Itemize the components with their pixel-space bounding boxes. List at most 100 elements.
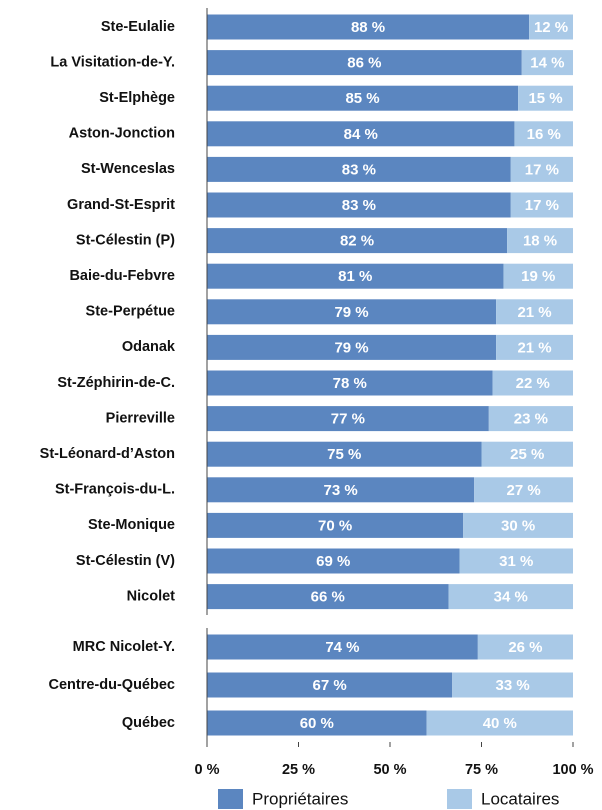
value-label: 19 % [521, 268, 555, 285]
value-label: 83 % [342, 197, 376, 214]
bar-segment [477, 634, 573, 660]
value-label: 15 % [528, 90, 562, 107]
bar-segment [521, 50, 573, 76]
bar-segment [207, 370, 493, 396]
legend-swatch [218, 789, 243, 809]
bar-segment [492, 370, 573, 396]
value-label: 77 % [331, 411, 365, 428]
category-label: Aston-Jonction [69, 126, 175, 142]
category-label: St-Léonard-d’Aston [40, 446, 175, 462]
legend-swatch [447, 789, 472, 809]
value-label: 67 % [313, 677, 347, 694]
value-label: 73 % [323, 482, 357, 499]
value-label: 34 % [494, 589, 528, 606]
category-label: Grand-St-Esprit [67, 197, 175, 213]
bar-segment [474, 477, 573, 503]
value-label: 75 % [327, 446, 361, 463]
value-label: 81 % [338, 268, 372, 285]
value-label: 74 % [325, 639, 359, 656]
category-label: Ste-Eulalie [101, 19, 175, 35]
bar-segment [207, 512, 464, 538]
category-label: St-François-du-L. [55, 482, 175, 498]
value-label: 60 % [300, 715, 334, 732]
category-label: La Visitation-de-Y. [50, 54, 175, 70]
value-label: 27 % [506, 482, 540, 499]
bar-segment [207, 263, 504, 289]
bar-segment [207, 121, 515, 147]
bar-segment [529, 14, 573, 40]
bar-segment [207, 14, 530, 40]
value-label: 83 % [342, 161, 376, 178]
value-label: 40 % [483, 715, 517, 732]
value-label: 23 % [514, 411, 548, 428]
value-label: 26 % [508, 639, 542, 656]
legend-label: Locataires [481, 789, 559, 808]
bar-segment [510, 192, 573, 218]
value-label: 33 % [496, 677, 530, 694]
bar-segment [207, 50, 522, 76]
bar-segment [503, 263, 573, 289]
bar-segment [514, 121, 573, 147]
x-tick-label: 100 % [552, 762, 593, 778]
bar-segment [207, 406, 489, 432]
bar-segment [459, 548, 573, 574]
value-label: 12 % [534, 19, 568, 36]
value-label: 21 % [517, 339, 551, 356]
category-label: Centre-du-Québec [49, 677, 176, 693]
value-label: 16 % [527, 126, 561, 143]
value-label: 88 % [351, 19, 385, 36]
bar-segment [481, 441, 573, 467]
category-label: St-Célestin (P) [76, 232, 175, 248]
value-label: 84 % [344, 126, 378, 143]
bar-segment [510, 156, 573, 182]
value-label: 79 % [334, 339, 368, 356]
x-tick-label: 50 % [373, 762, 406, 778]
category-label: Baie-du-Febvre [69, 268, 175, 284]
bar-segment [463, 512, 573, 538]
bar-segment [207, 334, 497, 360]
bar-segment [207, 548, 460, 574]
bar-segment [207, 192, 511, 218]
value-label: 14 % [530, 55, 564, 72]
value-label: 70 % [318, 517, 352, 534]
bar-segment [518, 85, 573, 111]
value-label: 31 % [499, 553, 533, 570]
bar-segment [207, 584, 449, 610]
value-label: 82 % [340, 233, 374, 250]
category-label: St-Elphège [99, 90, 175, 106]
bar-segment [207, 228, 508, 254]
value-label: 78 % [333, 375, 367, 392]
bar-segment [207, 299, 497, 325]
category-label: St-Zéphirin-de-C. [57, 375, 175, 391]
bar-segment [507, 228, 573, 254]
category-label: Nicolet [127, 588, 176, 604]
value-label: 30 % [501, 517, 535, 534]
x-tick-label: 25 % [282, 762, 315, 778]
category-label: Québec [122, 715, 175, 731]
value-label: 22 % [516, 375, 550, 392]
bar-segment [207, 156, 511, 182]
bar-segment [207, 441, 482, 467]
bar-segment [207, 477, 475, 503]
value-label: 66 % [311, 589, 345, 606]
value-label: 86 % [347, 55, 381, 72]
bar-segment [426, 710, 573, 736]
value-label: 25 % [510, 446, 544, 463]
x-tick-label: 0 % [195, 762, 220, 778]
value-label: 85 % [345, 90, 379, 107]
value-label: 17 % [525, 197, 559, 214]
category-label: MRC Nicolet-Y. [73, 639, 175, 655]
bar-segment [496, 334, 573, 360]
category-label: St-Wenceslas [81, 161, 175, 177]
value-label: 79 % [334, 304, 368, 321]
value-label: 18 % [523, 233, 557, 250]
value-label: 17 % [525, 161, 559, 178]
category-label: Ste-Perpétue [86, 304, 175, 320]
category-label: Pierreville [106, 410, 175, 426]
bar-segment [207, 634, 478, 660]
bar-segment [452, 672, 573, 698]
value-label: 69 % [316, 553, 350, 570]
x-tick-label: 75 % [465, 762, 498, 778]
bar-segment [496, 299, 573, 325]
